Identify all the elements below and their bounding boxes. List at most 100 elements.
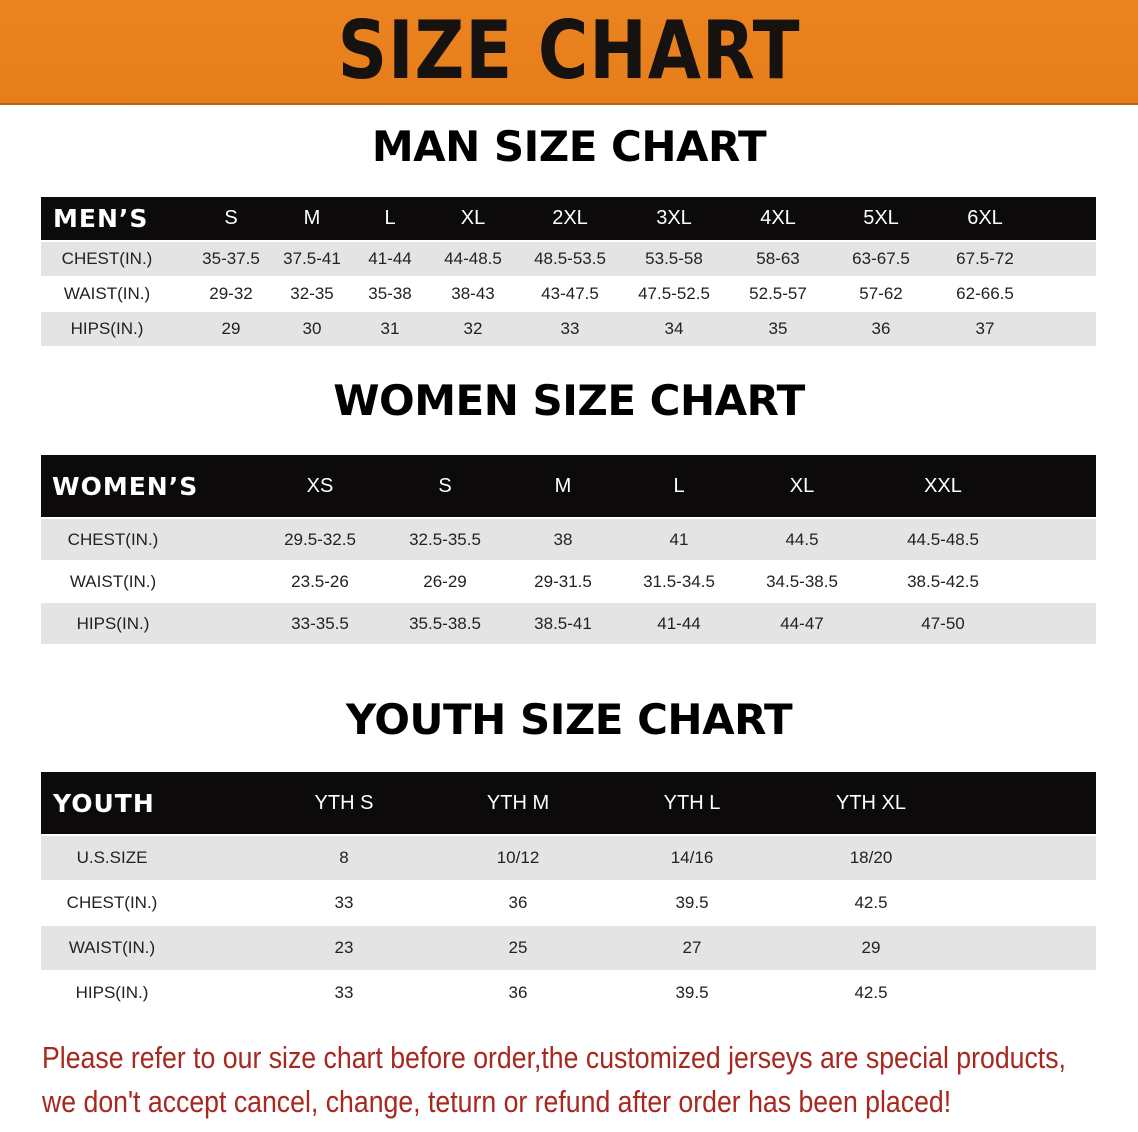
measurement-cell: 32.5-35.5 xyxy=(409,529,481,549)
youth-section-title: YOUTH SIZE CHART xyxy=(345,695,793,744)
men-size-header: M xyxy=(303,207,321,229)
women-size-header: M xyxy=(554,474,572,497)
men-size-table: MEN’S S M L XL 2XL 3XL 4XL 5XL 6XL CHEST(IN.) 35-37… xyxy=(41,197,1096,346)
men-size-header: 4XL xyxy=(760,207,796,229)
men-section-title: MAN SIZE CHART xyxy=(371,122,767,171)
youth-size-header: YTH XL xyxy=(835,791,907,814)
order-notice-line-2: we don't accept cancel, change, teturn o… xyxy=(42,1084,952,1119)
measurement-cell: 29.5-32.5 xyxy=(284,529,356,549)
measurement-cell: 10/12 xyxy=(496,848,540,867)
measurement-cell: 36 xyxy=(871,319,891,338)
measurement-cell: 47-50 xyxy=(921,613,965,633)
row-label: HIPS(IN.) xyxy=(70,319,144,338)
row-label: U.S.SIZE xyxy=(76,848,148,867)
measurement-cell: 30 xyxy=(302,319,322,338)
measurement-cell: 35.5-38.5 xyxy=(409,613,481,633)
row-label: WAIST(IN.) xyxy=(63,284,151,303)
measurement-cell: 58-63 xyxy=(756,249,800,268)
measurement-cell: 34.5-38.5 xyxy=(766,571,838,591)
youth-table-row: U.S.SIZE 8 10/12 14/16 18/20 xyxy=(41,836,1096,880)
measurement-cell: 42.5 xyxy=(854,983,888,1002)
measurement-cell: 31 xyxy=(380,319,400,338)
measurement-cell: 39.5 xyxy=(675,983,709,1002)
measurement-cell: 14/16 xyxy=(670,848,714,867)
measurement-cell: 41-44 xyxy=(368,249,412,268)
row-label: CHEST(IN.) xyxy=(61,249,153,268)
row-label: CHEST(IN.) xyxy=(67,529,159,549)
measurement-cell: 41 xyxy=(669,529,689,549)
measurement-cell: 67.5-72 xyxy=(956,249,1014,268)
women-table-row: CHEST(IN.) 29.5-32.5 32.5-35.5 38 41 44.5 44.5… xyxy=(41,519,1096,560)
men-size-header: 6XL xyxy=(967,207,1003,229)
row-label: WAIST(IN.) xyxy=(69,571,157,591)
measurement-cell: 35-38 xyxy=(368,284,412,303)
row-label: CHEST(IN.) xyxy=(66,893,158,912)
measurement-cell: 41-44 xyxy=(657,613,701,633)
women-size-header: L xyxy=(673,474,685,497)
order-notice: Please refer to our size chart before or… xyxy=(42,1036,1066,1124)
men-size-header: 5XL xyxy=(863,207,899,229)
men-size-header: 3XL xyxy=(656,207,692,229)
measurement-cell: 33 xyxy=(560,319,580,338)
youth-table-row: CHEST(IN.) 33 36 39.5 42.5 xyxy=(41,881,1096,925)
women-size-header: XXL xyxy=(924,474,962,497)
measurement-cell: 44-48.5 xyxy=(444,249,502,268)
measurement-cell: 33-35.5 xyxy=(291,613,349,633)
measurement-cell: 43-47.5 xyxy=(541,284,599,303)
men-table-row: CHEST(IN.) 35-37.5 37.5-41 41-44 44-48.5 48.5… xyxy=(41,242,1096,276)
row-label: HIPS(IN.) xyxy=(75,983,149,1002)
measurement-cell: 62-66.5 xyxy=(956,284,1014,303)
measurement-cell: 25 xyxy=(508,938,528,957)
measurement-cell: 18/20 xyxy=(849,848,893,867)
size-chart-banner: SIZE CHART xyxy=(0,0,1138,105)
women-table-row: WAIST(IN.) 23.5-26 26-29 29-31.5 31.5-34.5 34… xyxy=(41,561,1096,602)
women-header-label: WOMEN’S xyxy=(52,471,199,501)
youth-header-label: YOUTH xyxy=(53,788,155,818)
men-size-header: 2XL xyxy=(552,207,588,229)
measurement-cell: 39.5 xyxy=(675,893,709,912)
men-table-row: HIPS(IN.) 29 30 31 32 33 34 35 36 37 xyxy=(41,312,1096,346)
men-size-header: S xyxy=(224,207,238,229)
measurement-cell: 34 xyxy=(664,319,684,338)
measurement-cell: 42.5 xyxy=(854,893,888,912)
youth-table-row: WAIST(IN.) 23 25 27 29 xyxy=(41,926,1096,970)
measurement-cell: 33 xyxy=(334,893,354,912)
men-size-header: L xyxy=(384,207,396,229)
men-header-row: MEN’S S M L XL 2XL 3XL 4XL 5XL 6XL xyxy=(41,197,1096,240)
measurement-cell: 27 xyxy=(682,938,702,957)
measurement-cell: 38 xyxy=(553,529,573,549)
women-size-table: WOMEN’S XS S M L XL XXL CHEST(IN.) 29.5-32.5 32.5… xyxy=(41,455,1096,644)
measurement-cell: 31.5-34.5 xyxy=(643,571,715,591)
measurement-cell: 33 xyxy=(334,983,354,1002)
measurement-cell: 23 xyxy=(334,938,354,957)
measurement-cell: 23.5-26 xyxy=(291,571,349,591)
measurement-cell: 48.5-53.5 xyxy=(534,249,606,268)
men-header-label: MEN’S xyxy=(53,204,149,233)
women-table-row: HIPS(IN.) 33-35.5 35.5-38.5 38.5-41 41-44 44-… xyxy=(41,603,1096,644)
women-size-header: S xyxy=(438,474,452,497)
men-table-row: WAIST(IN.) 29-32 32-35 35-38 38-43 43-47.5 47.… xyxy=(41,277,1096,311)
youth-size-table: YOUTH YTH S YTH M YTH L YTH XL U.S.SIZE 8 10/12… xyxy=(41,772,1096,1015)
measurement-cell: 47.5-52.5 xyxy=(638,284,710,303)
measurement-cell: 63-67.5 xyxy=(852,249,910,268)
measurement-cell: 29-32 xyxy=(209,284,253,303)
women-size-header: XL xyxy=(789,474,815,497)
measurement-cell: 32-35 xyxy=(290,284,334,303)
measurement-cell: 29 xyxy=(861,938,881,957)
measurement-cell: 29 xyxy=(221,319,241,338)
measurement-cell: 35 xyxy=(768,319,788,338)
measurement-cell: 26-29 xyxy=(423,571,467,591)
youth-table-row: HIPS(IN.) 33 36 39.5 42.5 xyxy=(41,971,1096,1015)
measurement-cell: 32 xyxy=(463,319,483,338)
youth-header-row: YOUTH YTH S YTH M YTH L YTH XL xyxy=(41,772,1096,834)
order-notice-line-1: Please refer to our size chart before or… xyxy=(42,1040,1066,1075)
measurement-cell: 37 xyxy=(975,319,995,338)
youth-size-header: YTH M xyxy=(486,791,550,814)
women-section-title: WOMEN SIZE CHART xyxy=(333,376,805,425)
banner-title: SIZE CHART xyxy=(337,4,801,97)
women-size-header: XS xyxy=(306,474,334,497)
measurement-cell: 38.5-41 xyxy=(534,613,592,633)
measurement-cell: 37.5-41 xyxy=(283,249,341,268)
measurement-cell: 44.5-48.5 xyxy=(907,529,979,549)
measurement-cell: 36 xyxy=(508,983,528,1002)
